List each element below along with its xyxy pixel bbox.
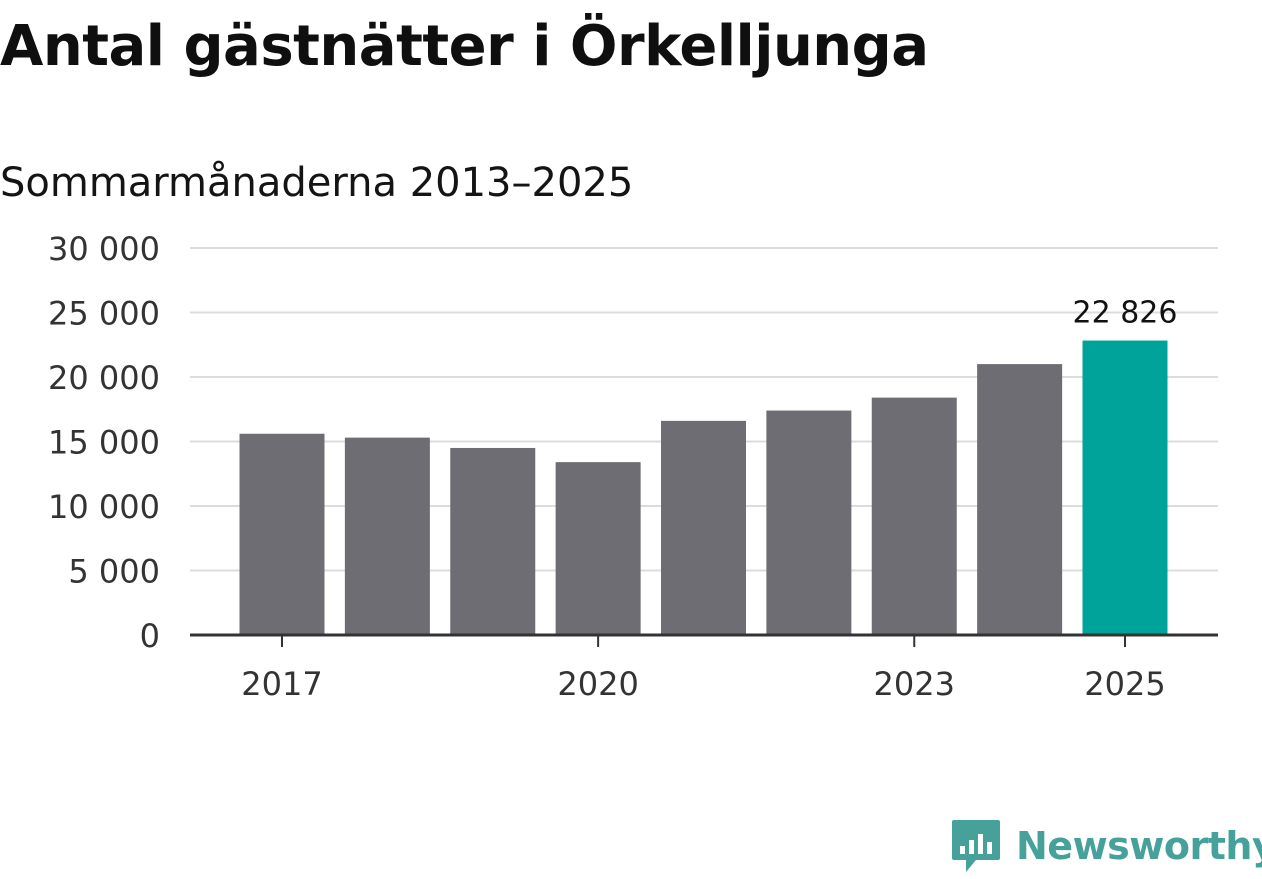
y-tick-label: 10 000 (48, 488, 160, 526)
x-tick-label: 2023 (874, 665, 955, 703)
newsworthy-logo-icon (952, 820, 1000, 872)
y-tick-label: 0 (140, 617, 160, 655)
brand: Newsworthy (950, 818, 1262, 874)
x-tick-label: 2017 (241, 665, 322, 703)
x-tick-label: 2020 (557, 665, 638, 703)
y-tick-label: 15 000 (48, 424, 160, 462)
bar (239, 433, 325, 635)
bar (871, 397, 957, 635)
bar (450, 447, 536, 635)
y-tick-label: 30 000 (48, 230, 160, 268)
bar (555, 462, 641, 635)
bar (344, 437, 430, 635)
x-axis-tick-labels: 2017 2020 2023 2025 (241, 635, 1166, 703)
bar (661, 420, 746, 635)
y-tick-label: 20 000 (48, 359, 160, 397)
y-tick-label: 25 000 (48, 295, 160, 333)
chart-subtitle: Sommarmånaderna 2013–2025 (0, 160, 634, 206)
brand-name: Newsworthy (1016, 824, 1262, 868)
bar-highlight (1082, 340, 1168, 635)
data-label: 22 826 (1073, 296, 1178, 331)
x-tick-label: 2025 (1084, 665, 1165, 703)
y-tick-label: 5 000 (68, 553, 160, 591)
bar (977, 364, 1063, 635)
y-axis-tick-labels: 0 5 000 10 000 15 000 20 000 25 000 30 000 (48, 230, 160, 655)
bar (766, 410, 852, 635)
chart-title: Antal gästnätter i Örkelljunga (0, 14, 929, 79)
bars (239, 340, 1168, 635)
data-labels: 22 826 (1073, 296, 1178, 331)
